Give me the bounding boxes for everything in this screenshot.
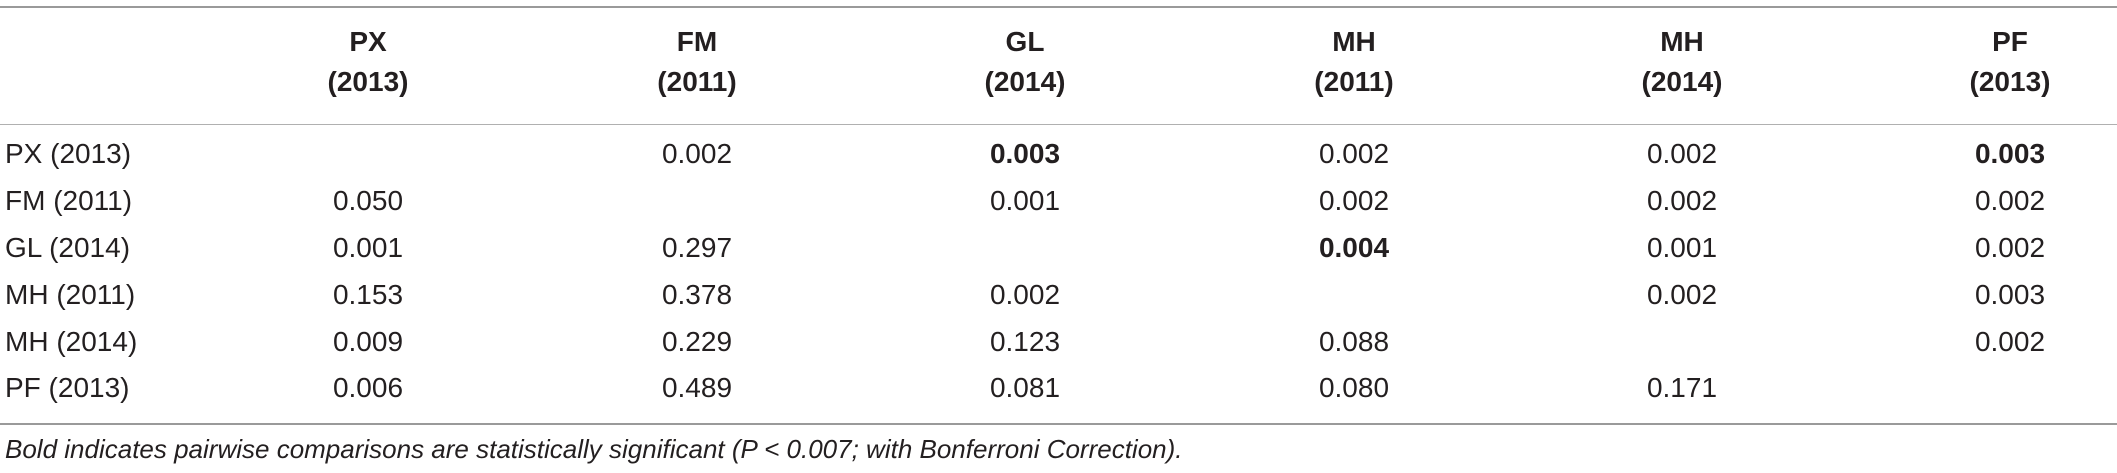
column-header-year: (2011) (1314, 66, 1394, 97)
column-header-year: (2014) (1641, 66, 1723, 97)
header-divider-rule (0, 124, 2117, 125)
table-cell: 0.002 (1646, 279, 1718, 310)
column-header: FM (2011) (617, 22, 777, 102)
table-cell: 0.002 (1646, 185, 1718, 216)
column-header-name: MH (1660, 26, 1704, 57)
table-cell: 0.006 (332, 372, 404, 403)
column-header: PX (2013) (288, 22, 448, 102)
table-cell: 0.080 (1318, 372, 1390, 403)
table-cell: 0.489 (661, 372, 733, 403)
row-label: PF (2013) (5, 372, 130, 403)
table-cell: 0.003 (1974, 279, 2046, 310)
table-cell: 0.001 (1646, 232, 1718, 263)
column-header: GL (2014) (945, 22, 1105, 102)
table-cell: 0.002 (1974, 326, 2046, 357)
column-header: MH (2014) (1602, 22, 1762, 102)
table-cell: 0.003 (989, 138, 1061, 169)
column-header: MH (2011) (1274, 22, 1434, 102)
column-header-year: (2014) (984, 66, 1066, 97)
table-cell: 0.297 (661, 232, 733, 263)
column-header-year: (2011) (657, 66, 737, 97)
table-top-rule (0, 6, 2117, 8)
table-cell: 0.002 (1646, 138, 1718, 169)
table-cell: 0.001 (989, 185, 1061, 216)
table-cell: 0.050 (332, 185, 404, 216)
table-cell: 0.002 (989, 279, 1061, 310)
table-cell: 0.002 (1318, 138, 1390, 169)
table-footnote: Bold indicates pairwise comparisons are … (5, 434, 1183, 464)
table-cell: 0.003 (1974, 138, 2046, 169)
table-cell: 0.088 (1318, 326, 1390, 357)
row-label: MH (2014) (5, 326, 138, 357)
table-cell: 0.229 (661, 326, 733, 357)
row-label: GL (2014) (5, 232, 131, 263)
row-label: MH (2011) (5, 279, 136, 310)
table-cell: 0.123 (989, 326, 1061, 357)
table-cell: 0.002 (1974, 185, 2046, 216)
column-header: PF (2013) (1930, 22, 2090, 102)
table-cell: 0.171 (1646, 372, 1718, 403)
table-cell: 0.001 (332, 232, 404, 263)
table-cell: 0.002 (661, 138, 733, 169)
column-header-name: FM (676, 26, 718, 57)
row-label: PX (2013) (5, 138, 132, 169)
column-header-name: PX (349, 26, 387, 57)
column-header-name: MH (1332, 26, 1376, 57)
column-header-name: GL (1005, 26, 1045, 57)
table-cell: 0.004 (1318, 232, 1390, 263)
table-cell: 0.002 (1974, 232, 2046, 263)
table-cell: 0.081 (989, 372, 1061, 403)
table-cell: 0.378 (661, 279, 733, 310)
row-label: FM (2011) (5, 185, 133, 216)
table-cell: 0.153 (332, 279, 404, 310)
column-header-year: (2013) (1969, 66, 2051, 97)
column-header-name: PF (1992, 26, 2028, 57)
table-cell: 0.009 (332, 326, 404, 357)
table-bottom-rule (0, 423, 2117, 425)
table-cell: 0.002 (1318, 185, 1390, 216)
column-header-year: (2013) (327, 66, 409, 97)
